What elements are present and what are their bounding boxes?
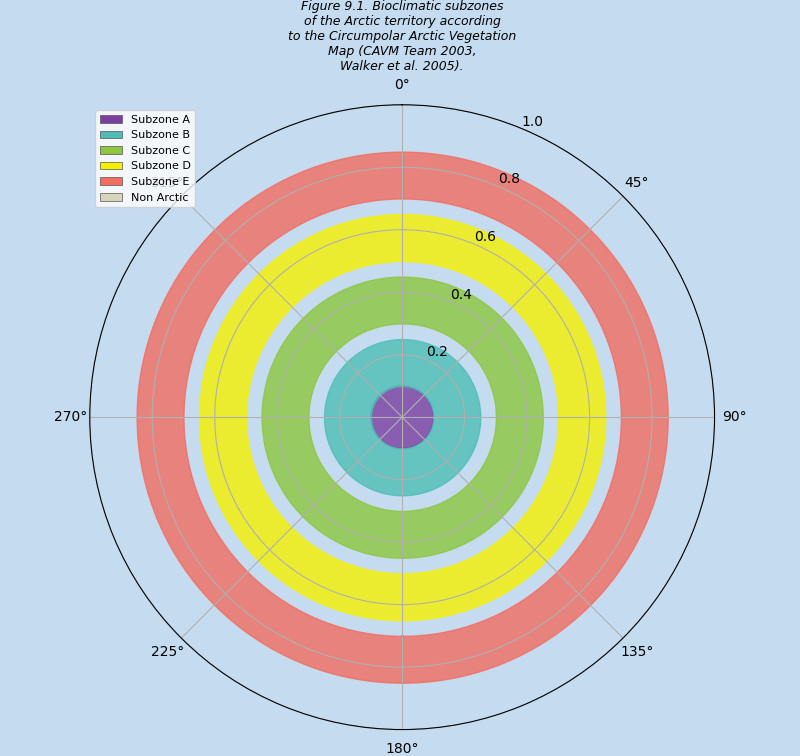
Legend: Subzone A, Subzone B, Subzone C, Subzone D, Subzone E, Non Arctic: Subzone A, Subzone B, Subzone C, Subzone… <box>95 110 195 207</box>
Title: Figure 9.1. Bioclimatic subzones
of the Arctic territory according
to the Circum: Figure 9.1. Bioclimatic subzones of the … <box>288 0 516 73</box>
